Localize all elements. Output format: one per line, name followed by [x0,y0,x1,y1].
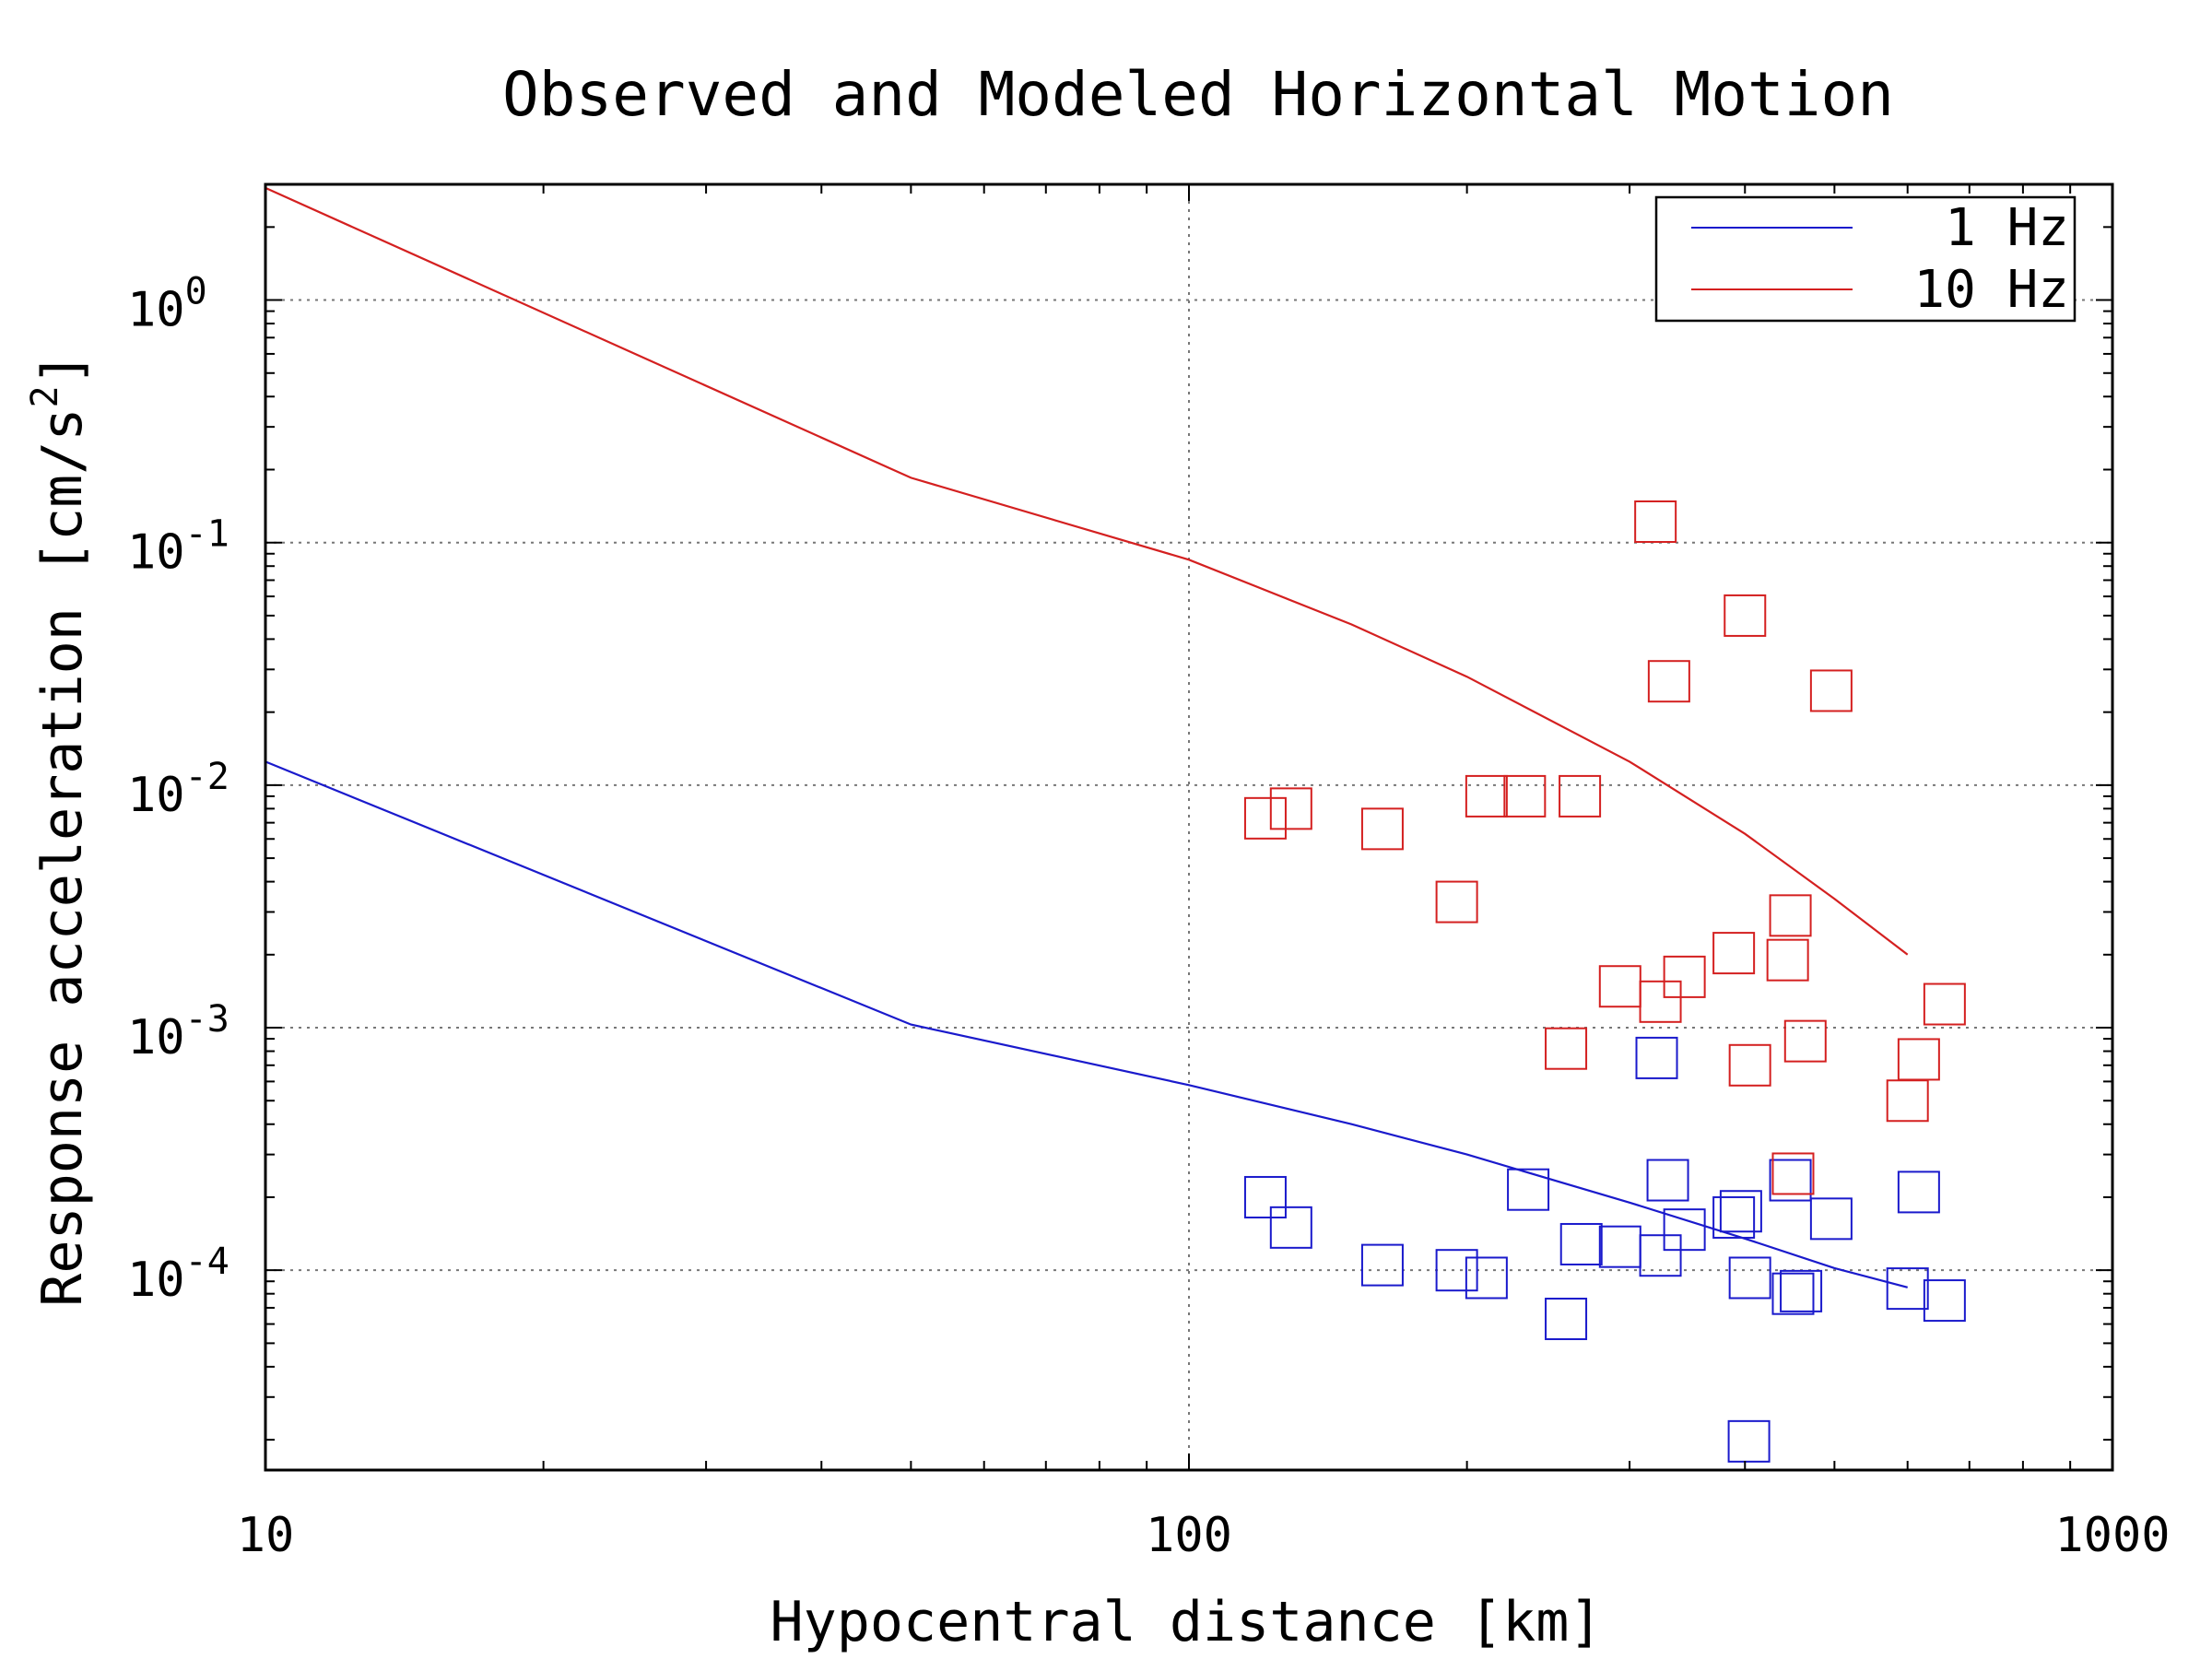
data-marker-3-16 [1766,938,1809,982]
data-marker-3-7 [1545,1027,1588,1070]
data-marker-2-11 [1646,1159,1689,1202]
data-marker-2-0 [1243,1175,1287,1218]
y-tick-label-4: 10-4 [127,1241,229,1308]
data-marker-3-11 [1647,660,1690,703]
y-tick-label-base: 10 [127,283,185,338]
x-tick-label-0: 10 [237,1508,295,1563]
y-tick-label-3: 10-3 [127,998,229,1065]
data-marker-3-13 [1712,932,1756,975]
model-lines [265,186,1909,1288]
data-marker-2-15 [1728,1256,1771,1300]
y-tick-label-0: 100 [127,271,207,338]
data-marker-2-16 [1769,1159,1812,1202]
data-marker-2-14 [1719,1190,1762,1233]
data-marker-2-20 [1886,1267,1929,1311]
data-marker-3-22 [1923,982,1966,1026]
chart-title: Observed and Modeled Horizontal Motion [502,59,1894,130]
y-tick-label-base: 10 [127,1010,185,1065]
data-marker-3-1 [1269,787,1312,830]
data-marker-2-4 [1465,1256,1508,1300]
data-marker-3-15 [1728,1043,1771,1087]
data-marker-2-1 [1269,1206,1312,1249]
y-axis-label-close: ] [30,352,95,385]
y-tick-label-exponent: -2 [185,756,229,798]
data-marker-2-19 [1809,1197,1853,1241]
observed-markers [1243,500,1966,1463]
y-tick-label-base: 10 [127,1253,185,1308]
legend: 1 Hz 10 Hz [1654,195,2077,323]
data-marker-2-9 [1635,1036,1678,1079]
data-marker-3-4 [1465,774,1508,818]
data-marker-2-6 [1545,1297,1588,1340]
legend-box [1654,195,2077,323]
data-marker-4-0 [1727,1419,1771,1463]
data-marker-3-14 [1724,594,1767,637]
data-marker-3-17 [1769,894,1812,937]
y-tick-label-1: 10-1 [127,513,229,581]
y-tick-label-exponent: -3 [185,998,229,1041]
legend-label-10hz: 10 Hz [1913,260,2069,320]
data-marker-3-0 [1243,796,1287,840]
data-marker-3-20 [1886,1079,1929,1123]
data-marker-2-17 [1771,1272,1815,1315]
x-tick-label-1: 100 [1146,1508,1232,1563]
data-marker-2-10 [1639,1234,1682,1277]
y-axis-label-exponent: 2 [24,385,66,407]
grid [265,184,2112,1470]
data-marker-3-5 [1503,774,1547,818]
legend-label-1hz: 1 Hz [1945,198,2069,258]
y-tick-label-base: 10 [127,525,185,581]
data-marker-3-6 [1559,774,1602,818]
data-marker-3-12 [1663,955,1706,998]
y-tick-label-exponent: 0 [185,271,207,313]
data-marker-5-0 [1771,1152,1815,1195]
data-marker-2-21 [1897,1171,1940,1214]
data-marker-3-2 [1360,807,1404,851]
series-line-0 [265,760,1908,1288]
data-marker-2-13 [1712,1195,1756,1239]
data-marker-2-12 [1663,1208,1706,1252]
y-tick-label-2: 10-2 [127,756,229,823]
data-marker-2-5 [1507,1168,1550,1211]
y-tick-label-exponent: -4 [185,1241,229,1283]
x-axis-label: Hypocentral distance [km] [770,1590,1602,1654]
data-marker-2-7 [1559,1222,1603,1265]
data-marker-2-18 [1780,1269,1823,1312]
y-axis-label-main: Response acceleration [cm/s [30,407,95,1306]
data-marker-3-19 [1809,669,1853,712]
data-marker-3-9 [1634,500,1677,543]
y-tick-label-exponent: -1 [185,513,229,556]
data-marker-2-22 [1923,1279,1966,1323]
data-marker-3-21 [1897,1038,1940,1081]
y-axis-label: Response acceleration [cm/s2] [24,352,95,1307]
series-line-1 [265,186,1909,956]
axes [264,182,2114,1472]
data-marker-3-8 [1598,965,1641,1008]
x-tick-label-2: 1000 [2054,1508,2170,1563]
data-marker-3-3 [1435,880,1478,924]
data-marker-2-3 [1435,1249,1478,1292]
data-marker-2-2 [1360,1243,1404,1287]
data-marker-3-10 [1639,980,1682,1023]
y-tick-label-base: 10 [127,768,185,823]
data-marker-2-8 [1598,1225,1641,1268]
data-marker-3-18 [1783,1019,1827,1063]
